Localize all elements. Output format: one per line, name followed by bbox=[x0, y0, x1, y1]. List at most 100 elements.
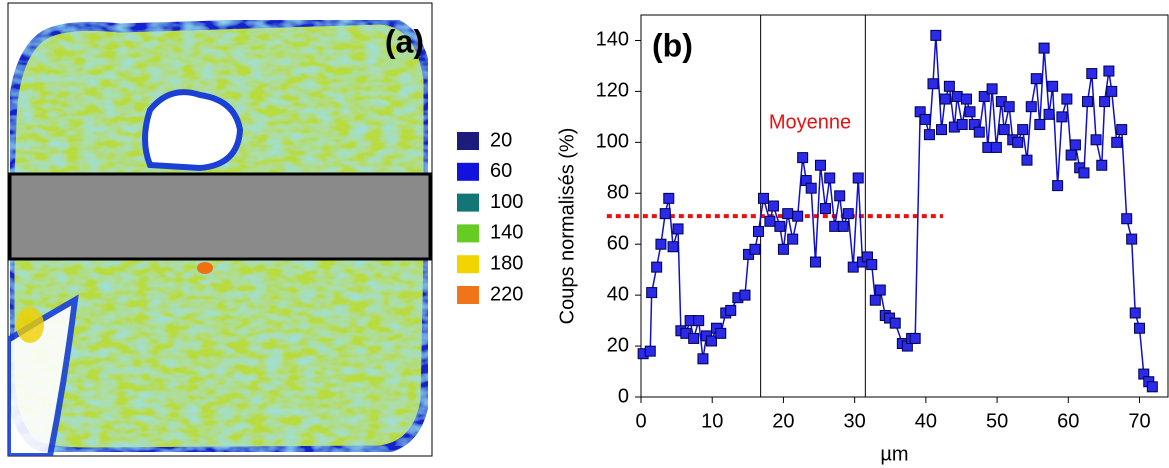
legend: 20 60 100 140 180 220 bbox=[457, 129, 523, 305]
y-tick-label: 140 bbox=[596, 29, 629, 51]
data-point bbox=[1017, 124, 1029, 136]
data-point bbox=[927, 78, 939, 90]
data-point bbox=[923, 129, 935, 141]
x-tick-label: 10 bbox=[701, 410, 723, 432]
data-point bbox=[930, 29, 942, 41]
data-point bbox=[1103, 65, 1115, 77]
x-axis-label: µm bbox=[880, 443, 908, 465]
data-point bbox=[659, 208, 671, 220]
data-point bbox=[767, 200, 779, 212]
data-point bbox=[1021, 154, 1033, 166]
data-point bbox=[1043, 108, 1055, 120]
data-point bbox=[837, 220, 849, 232]
data-point bbox=[960, 93, 972, 105]
data-point bbox=[644, 345, 656, 357]
data-point bbox=[842, 208, 854, 220]
data-point bbox=[1003, 101, 1015, 113]
plot-frame bbox=[640, 14, 1169, 398]
data-point bbox=[998, 124, 1010, 136]
x-tick-label: 20 bbox=[772, 410, 794, 432]
data-point bbox=[889, 317, 901, 329]
data-point bbox=[672, 223, 684, 235]
data-point bbox=[909, 332, 921, 344]
data-point bbox=[1047, 80, 1059, 92]
legend-label: 20 bbox=[490, 129, 512, 151]
data-point bbox=[725, 304, 737, 316]
data-point bbox=[1034, 119, 1046, 131]
data-point bbox=[1129, 307, 1141, 319]
x-tick-label: 30 bbox=[844, 410, 866, 432]
data-point bbox=[1086, 68, 1098, 80]
legend-label: 60 bbox=[490, 160, 512, 182]
y-tick-label: 80 bbox=[607, 182, 629, 204]
data-point bbox=[1065, 149, 1077, 161]
data-point bbox=[749, 243, 761, 255]
data-point bbox=[1121, 213, 1133, 225]
data-point bbox=[1078, 167, 1090, 179]
data-point bbox=[715, 327, 727, 339]
data-point bbox=[1116, 124, 1128, 136]
data-point bbox=[646, 287, 658, 299]
x-tick-label: 60 bbox=[1057, 410, 1079, 432]
data-point bbox=[1106, 85, 1118, 97]
data-point bbox=[782, 208, 794, 220]
x-tick-label: 70 bbox=[1128, 410, 1150, 432]
data-point bbox=[757, 192, 769, 204]
legend-label: 140 bbox=[490, 222, 523, 244]
y-tick-label: 20 bbox=[607, 334, 629, 356]
y-tick-label: 100 bbox=[596, 131, 629, 153]
data-point bbox=[655, 238, 667, 250]
data-point bbox=[852, 172, 864, 184]
data-point bbox=[919, 113, 931, 125]
panel-b: 0 20 40 60 80 100 120 140 0 10 20 30 40 50 60 70 µm Coups… bbox=[556, 14, 1169, 465]
data-point bbox=[764, 215, 776, 227]
data-point bbox=[978, 90, 990, 102]
data-point bbox=[943, 80, 955, 92]
data-point bbox=[990, 141, 1002, 153]
data-point bbox=[688, 332, 700, 344]
data-point bbox=[1012, 136, 1024, 148]
data-point bbox=[951, 90, 963, 102]
data-point bbox=[1126, 233, 1138, 245]
data-point bbox=[874, 284, 886, 296]
data-point bbox=[819, 203, 831, 215]
data-point bbox=[866, 259, 878, 271]
x-tick-label: 40 bbox=[915, 410, 937, 432]
data-point bbox=[834, 190, 846, 202]
data-point bbox=[651, 261, 663, 273]
data-point bbox=[1096, 159, 1108, 171]
legend-label: 220 bbox=[490, 283, 523, 305]
data-point bbox=[805, 182, 817, 194]
data-point bbox=[986, 83, 998, 95]
panel-a: (a) bbox=[7, 2, 433, 457]
data-point bbox=[824, 172, 836, 184]
y-tick-label: 120 bbox=[596, 80, 629, 102]
data-point bbox=[1082, 96, 1094, 108]
x-tick-label: 0 bbox=[635, 410, 646, 432]
data-point bbox=[1099, 96, 1111, 108]
legend-swatch bbox=[457, 132, 479, 150]
data-point bbox=[777, 243, 789, 255]
data-point bbox=[964, 106, 976, 118]
data-point bbox=[973, 126, 985, 138]
data-point bbox=[956, 119, 968, 131]
y-tick-label: 40 bbox=[607, 283, 629, 305]
data-point bbox=[797, 152, 809, 164]
data-point bbox=[1056, 111, 1068, 123]
data-point bbox=[787, 233, 799, 245]
data-point bbox=[792, 210, 804, 222]
data-point bbox=[667, 241, 679, 253]
y-tick-label: 0 bbox=[618, 385, 629, 407]
data-point bbox=[753, 225, 765, 237]
x-tick-label: 50 bbox=[986, 410, 1008, 432]
legend-label: 180 bbox=[490, 252, 523, 274]
data-point bbox=[1052, 180, 1064, 192]
data-point bbox=[814, 159, 826, 171]
intensity-map bbox=[8, 15, 432, 456]
data-point bbox=[739, 289, 751, 301]
data-point bbox=[936, 124, 948, 136]
data-point bbox=[809, 256, 821, 268]
data-point bbox=[1030, 73, 1042, 85]
data-point bbox=[1111, 136, 1123, 148]
